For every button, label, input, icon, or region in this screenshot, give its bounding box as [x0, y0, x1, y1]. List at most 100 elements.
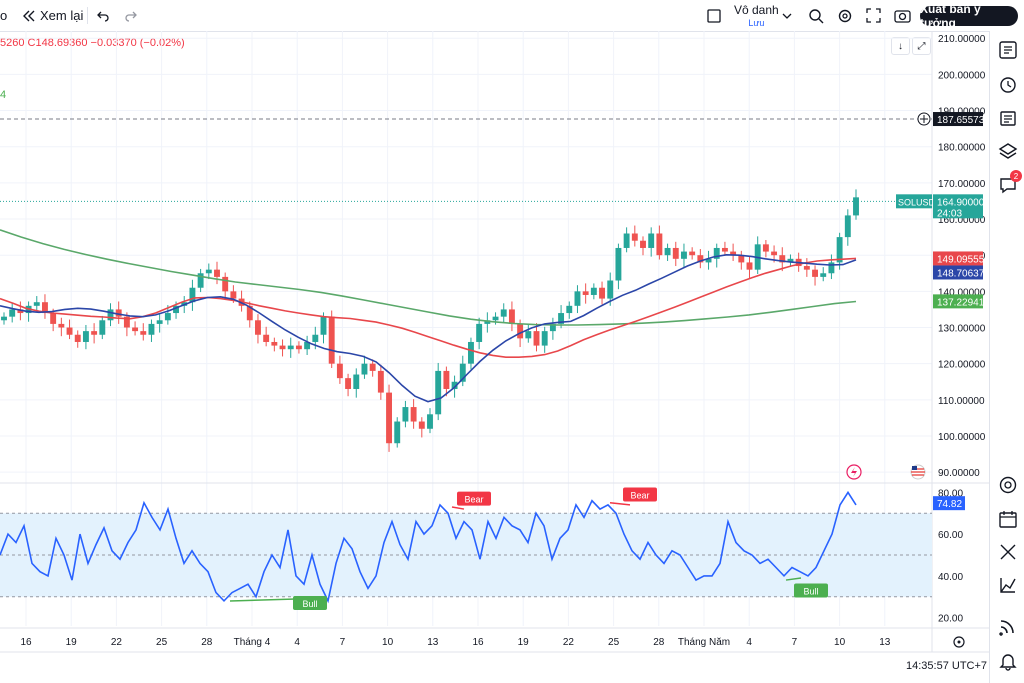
broadcast-icon[interactable]	[998, 616, 1018, 636]
last-price-text: 164.90000	[937, 197, 985, 208]
toolbar-divider	[87, 7, 88, 24]
candle-body	[173, 305, 179, 314]
replay-button[interactable]: Xem lại	[22, 0, 83, 31]
chart-name-dropdown[interactable]	[782, 0, 792, 31]
candle-body	[533, 331, 540, 346]
chevron-down-icon	[782, 13, 792, 19]
candle-body	[255, 320, 261, 335]
ma-blue-badge-text: 148.70637	[937, 268, 985, 279]
time-tick-label: 22	[563, 637, 575, 648]
last-price-badge	[933, 194, 983, 219]
candle-body	[377, 370, 384, 393]
candle-body	[443, 370, 450, 389]
divergence-label: Bull	[803, 587, 818, 597]
divergence-badge	[457, 491, 491, 506]
candle-body	[246, 305, 253, 321]
time-axis: 16 19 22 25 28 Tháng 4 4 7 10 13 16 19 22 25 28 Tháng N…	[20, 637, 890, 648]
time-tick-label: 22	[111, 637, 123, 648]
candle-body	[33, 302, 40, 306]
undo-button[interactable]	[96, 0, 110, 31]
move-pane-down-button[interactable]: ↓	[891, 37, 910, 55]
candle-body	[492, 316, 499, 321]
candle-body	[99, 320, 106, 335]
fullscreen-icon	[866, 8, 881, 23]
time-tick-label: 4	[294, 637, 300, 648]
candle-body	[82, 331, 89, 342]
candle-body	[484, 320, 491, 324]
redo-button[interactable]	[124, 0, 138, 31]
candle-body	[820, 273, 827, 277]
time-tick-label: 7	[792, 637, 798, 648]
chart-analysis-icon[interactable]	[998, 575, 1018, 595]
chart-canvas[interactable]: Bull Bear Bull Bear 90.00000 100.00000 110.00…	[0, 0, 989, 683]
candle-body	[197, 273, 204, 288]
candle-body	[459, 363, 466, 382]
candle-body	[222, 276, 229, 292]
target-icon[interactable]	[998, 475, 1018, 495]
candle-body	[590, 287, 597, 295]
layers-icon[interactable]	[998, 141, 1018, 161]
symbol-badge	[896, 194, 932, 209]
candle-body	[42, 302, 48, 314]
plus-icon	[920, 115, 928, 124]
settings-button[interactable]	[837, 0, 853, 31]
calendar-icon[interactable]	[998, 509, 1018, 529]
candle-body	[730, 251, 737, 256]
redo-icon	[125, 11, 137, 22]
fullscreen-button[interactable]	[866, 0, 881, 31]
price-tick-label: 100.00000	[938, 432, 986, 443]
path-icon[interactable]	[998, 542, 1018, 562]
utc-clock: 14:35:57 UTC+7	[906, 660, 988, 672]
candle-body	[402, 407, 409, 422]
price-tick-label: 90.00000	[938, 468, 980, 479]
time-tick-label: 28	[653, 637, 665, 648]
divergence-line	[609, 502, 631, 506]
maximize-pane-button[interactable]: ⤢	[912, 37, 931, 55]
chart-name-menu[interactable]: Vô danh Lưu	[734, 3, 779, 29]
candle-body	[631, 233, 638, 241]
rsi-tick-label: 20.00	[938, 614, 963, 625]
price-tick-label: 180.00000	[938, 143, 986, 154]
ma-green-line	[0, 229, 857, 326]
price-tick-label: 120.00000	[938, 360, 986, 371]
ma-green-badge	[933, 294, 983, 309]
price-tick-label: 160.00000	[938, 215, 986, 226]
ma-red-line	[0, 257, 857, 359]
publish-idea-button[interactable]: Xuất bản ý tưởng	[920, 2, 1018, 30]
candle-body	[508, 309, 515, 324]
moving-averages	[0, 229, 857, 403]
alarm-clock-icon[interactable]	[998, 74, 1018, 94]
quick-search-button[interactable]	[808, 0, 824, 31]
candle-body	[50, 313, 57, 324]
replay-label: Xem lại	[40, 8, 84, 23]
rewind-icon	[23, 10, 35, 21]
undo-icon	[97, 11, 109, 22]
bell-icon[interactable]	[998, 651, 1018, 671]
candle-body	[607, 280, 614, 299]
search-icon	[809, 8, 824, 23]
candle-body	[681, 251, 687, 259]
price-tick-label: 200.00000	[938, 70, 986, 81]
candle-body	[500, 309, 507, 317]
time-zone-settings-icon[interactable]	[953, 636, 965, 648]
candle-body	[558, 313, 565, 324]
news-list-icon[interactable]	[998, 108, 1018, 128]
candle-body	[435, 370, 442, 415]
watchlist-icon[interactable]	[998, 40, 1018, 60]
lightning-icon[interactable]	[846, 464, 862, 480]
candle-body	[828, 262, 835, 274]
candle-body	[214, 269, 220, 277]
candle-body	[1, 316, 7, 321]
candle-body	[320, 316, 327, 335]
snapshot-button[interactable]	[894, 0, 911, 31]
candle-body	[361, 363, 368, 375]
time-tick-label: 10	[834, 637, 846, 648]
us-flag-icon[interactable]	[910, 464, 926, 480]
chart-name: Vô danh	[734, 3, 779, 17]
time-tick-label: 13	[879, 637, 891, 648]
layout-checkbox[interactable]	[707, 0, 721, 31]
time-tick-label: 19	[66, 637, 78, 648]
interval-button[interactable]: o	[0, 0, 7, 31]
candle-body	[623, 233, 630, 248]
price-tick-label: 170.00000	[938, 179, 986, 190]
